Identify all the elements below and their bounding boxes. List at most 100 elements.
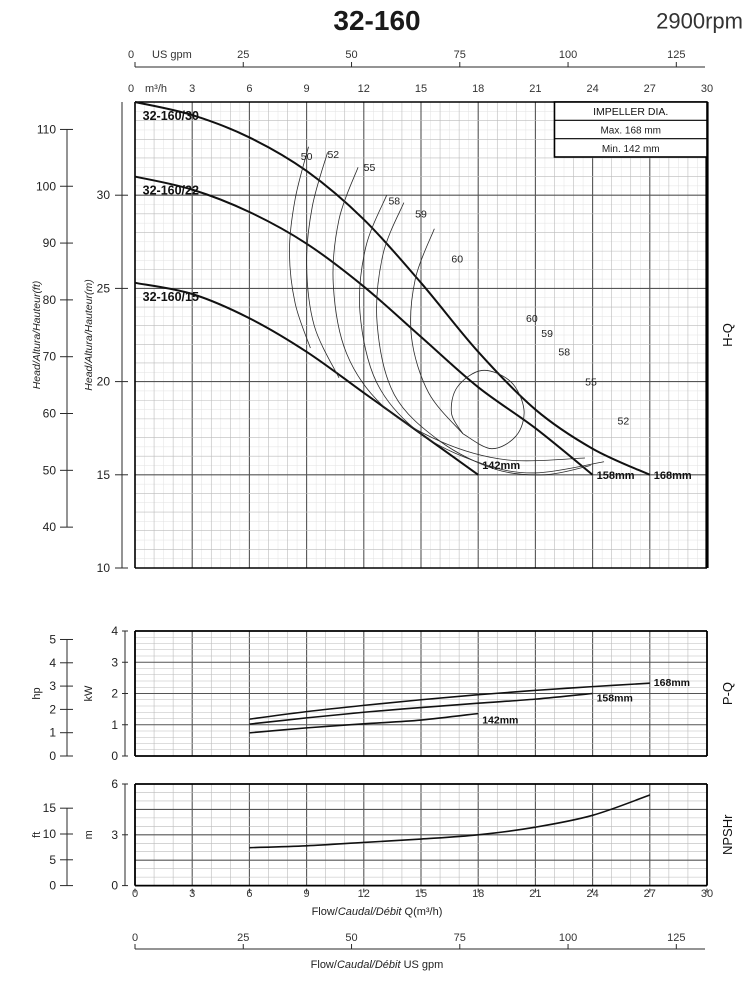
svg-text:168mm: 168mm	[654, 677, 690, 689]
svg-text:5: 5	[49, 632, 56, 646]
svg-text:70: 70	[43, 350, 57, 364]
svg-text:20: 20	[97, 375, 111, 389]
svg-text:0: 0	[111, 879, 118, 893]
svg-text:Max. 168 mm: Max. 168 mm	[600, 126, 661, 137]
svg-text:10: 10	[97, 561, 111, 575]
svg-text:59: 59	[541, 328, 553, 340]
svg-text:125: 125	[667, 932, 685, 944]
svg-text:5: 5	[49, 853, 56, 867]
svg-text:21: 21	[529, 888, 541, 900]
svg-text:21: 21	[529, 83, 541, 95]
svg-text:9: 9	[304, 888, 310, 900]
svg-text:50: 50	[345, 49, 357, 61]
svg-text:32-160/22: 32-160/22	[143, 184, 199, 198]
svg-text:m: m	[83, 830, 95, 839]
svg-text:Min. 142 mm: Min. 142 mm	[602, 144, 660, 155]
svg-text:ft: ft	[31, 832, 43, 838]
svg-text:55: 55	[585, 376, 597, 388]
svg-text:Flow/Caudal/Débit Q(m³/h): Flow/Caudal/Débit Q(m³/h)	[312, 906, 443, 918]
svg-text:hp: hp	[31, 687, 43, 699]
svg-text:60: 60	[43, 407, 57, 421]
svg-text:50: 50	[345, 932, 357, 944]
svg-text:24: 24	[586, 83, 598, 95]
svg-text:58: 58	[388, 196, 400, 208]
svg-text:6: 6	[111, 777, 118, 791]
svg-text:18: 18	[472, 888, 484, 900]
svg-text:0: 0	[128, 49, 134, 61]
svg-text:0: 0	[132, 932, 138, 944]
svg-text:110: 110	[37, 122, 56, 136]
svg-text:3: 3	[189, 888, 195, 900]
svg-text:m³/h: m³/h	[145, 83, 167, 95]
svg-text:Head/Altura/Hauteur(m): Head/Altura/Hauteur(m)	[83, 279, 95, 390]
svg-text:125: 125	[667, 49, 685, 61]
svg-text:6: 6	[246, 888, 252, 900]
svg-text:100: 100	[559, 932, 577, 944]
svg-text:3: 3	[111, 828, 118, 842]
svg-text:158mm: 158mm	[597, 470, 635, 482]
svg-text:50: 50	[43, 463, 57, 477]
svg-text:3: 3	[189, 83, 195, 95]
svg-text:US gpm: US gpm	[152, 49, 192, 61]
svg-text:0: 0	[111, 749, 118, 763]
svg-text:59: 59	[415, 209, 427, 221]
svg-text:IMPELLER DIA.: IMPELLER DIA.	[593, 106, 668, 118]
svg-text:52: 52	[327, 149, 339, 161]
svg-text:75: 75	[454, 932, 466, 944]
svg-text:1: 1	[49, 726, 56, 740]
svg-text:168mm: 168mm	[654, 470, 692, 482]
svg-text:32-160/15: 32-160/15	[143, 290, 199, 304]
svg-text:4: 4	[111, 624, 118, 638]
svg-text:12: 12	[358, 888, 370, 900]
svg-text:15: 15	[415, 888, 427, 900]
svg-text:H-Q: H-Q	[720, 323, 735, 347]
svg-text:27: 27	[644, 83, 656, 95]
svg-text:0: 0	[49, 749, 56, 763]
svg-text:15: 15	[43, 801, 57, 815]
svg-text:2: 2	[111, 687, 118, 701]
svg-text:15: 15	[97, 468, 111, 482]
svg-text:12: 12	[358, 83, 370, 95]
svg-text:58: 58	[558, 347, 570, 359]
svg-text:25: 25	[97, 281, 111, 295]
svg-text:25: 25	[237, 49, 249, 61]
svg-text:9: 9	[304, 83, 310, 95]
svg-text:10: 10	[43, 827, 57, 841]
svg-text:32-160/30: 32-160/30	[143, 109, 199, 123]
svg-text:kW: kW	[83, 685, 95, 702]
svg-text:158mm: 158mm	[597, 693, 633, 705]
svg-text:3: 3	[49, 679, 56, 693]
svg-text:52: 52	[618, 415, 630, 427]
svg-text:80: 80	[43, 293, 57, 307]
svg-text:2900rpm: 2900rpm	[656, 9, 743, 34]
svg-text:0: 0	[49, 879, 56, 893]
svg-text:30: 30	[97, 188, 111, 202]
svg-text:40: 40	[43, 520, 57, 534]
svg-text:90: 90	[43, 236, 57, 250]
svg-text:NPSHr: NPSHr	[720, 814, 735, 855]
svg-text:100: 100	[36, 179, 56, 193]
svg-text:32-160: 32-160	[333, 5, 420, 36]
svg-text:P-Q: P-Q	[720, 682, 735, 705]
svg-text:27: 27	[644, 888, 656, 900]
svg-text:30: 30	[701, 888, 713, 900]
svg-text:25: 25	[237, 932, 249, 944]
svg-text:18: 18	[472, 83, 484, 95]
svg-text:15: 15	[415, 83, 427, 95]
svg-text:60: 60	[526, 313, 538, 325]
svg-text:75: 75	[454, 49, 466, 61]
svg-text:2: 2	[49, 702, 56, 716]
svg-text:24: 24	[586, 888, 598, 900]
svg-text:142mm: 142mm	[482, 715, 518, 727]
svg-text:3: 3	[111, 655, 118, 669]
svg-text:60: 60	[451, 253, 463, 265]
svg-text:6: 6	[246, 83, 252, 95]
svg-text:1: 1	[111, 718, 118, 732]
svg-text:0: 0	[132, 888, 138, 900]
svg-text:30: 30	[701, 83, 713, 95]
svg-text:4: 4	[49, 656, 56, 670]
svg-text:Head/Altura/Hauteur(ft): Head/Altura/Hauteur(ft)	[31, 281, 43, 390]
svg-text:Flow/Caudal/Débit US gpm: Flow/Caudal/Débit US gpm	[311, 959, 444, 971]
svg-text:50: 50	[301, 151, 313, 163]
svg-text:100: 100	[559, 49, 577, 61]
